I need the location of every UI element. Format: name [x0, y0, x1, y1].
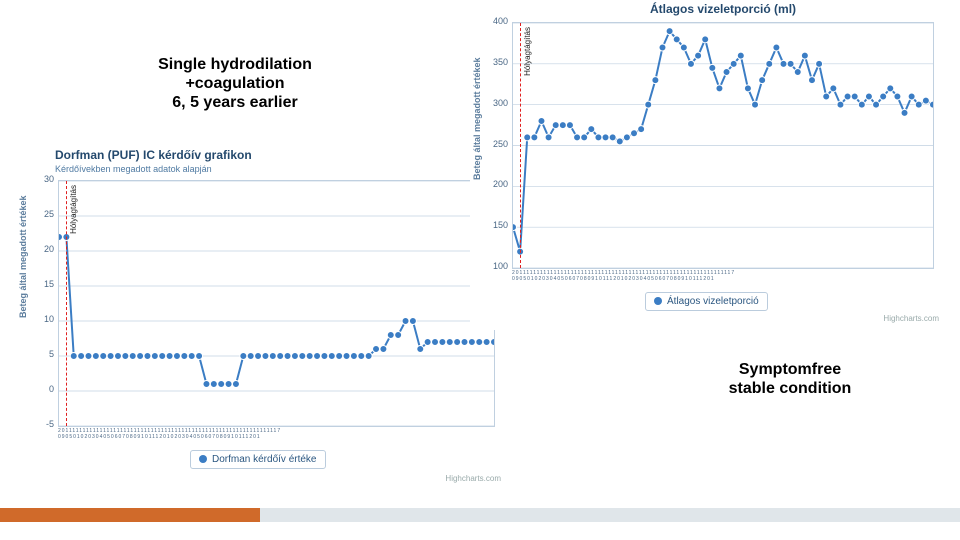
chart-left-event-line: [66, 181, 67, 426]
chart-right-title: Átlagos vizeletporció (ml): [650, 2, 796, 16]
chart-dorfman: Dorfman (PUF) IC kérdőív grafikon Kérdőí…: [20, 148, 505, 493]
chart-right-svg: [513, 23, 933, 268]
chart-right-event-label: Hólyagtágítás: [523, 27, 532, 76]
chart-left-credit: Highcharts.com: [445, 474, 501, 483]
chart-right-plot: Hólyagtágítás: [512, 22, 934, 269]
chart-right-legend: Átlagos vizeletporció: [645, 292, 768, 311]
chart-left-title: Dorfman (PUF) IC kérdőív grafikon: [55, 148, 252, 162]
footer-accent: [0, 508, 260, 522]
chart-right-credit: Highcharts.com: [883, 314, 939, 323]
chart-left-legend-label: Dorfman kérdőív értéke: [212, 454, 317, 465]
chart-left-plot: Hólyagtágítás: [58, 180, 495, 427]
chart-left-xaxis: 2011111111111111111111111111111111111111…: [58, 428, 493, 440]
chart-left-event-label: Hólyagtágítás: [69, 185, 78, 234]
chart-right-xaxis: 2011111111111111111111111111111111111111…: [512, 270, 932, 282]
annotation-top-left: Single hydrodilation+coagulation6, 5 yea…: [125, 55, 345, 113]
chart-vizelet: Átlagos vizeletporció (ml) Beteg által m…: [470, 0, 945, 330]
chart-left-svg: [59, 181, 494, 426]
chart-left-ylabel: Beteg által megadott értékek: [18, 195, 28, 318]
chart-left-subtitle: Kérdőívekben megadott adatok alapján: [55, 164, 212, 174]
chart-right-legend-label: Átlagos vizeletporció: [667, 296, 759, 307]
chart-right-ylabel: Beteg által megadott értékek: [472, 57, 482, 180]
chart-right-event-line: [520, 23, 521, 268]
chart-left-legend: Dorfman kérdőív értéke: [190, 450, 326, 469]
slide-canvas: Single hydrodilation+coagulation6, 5 yea…: [0, 0, 960, 540]
annotation-bottom-right: Symptomfreestable condition: [695, 360, 885, 398]
